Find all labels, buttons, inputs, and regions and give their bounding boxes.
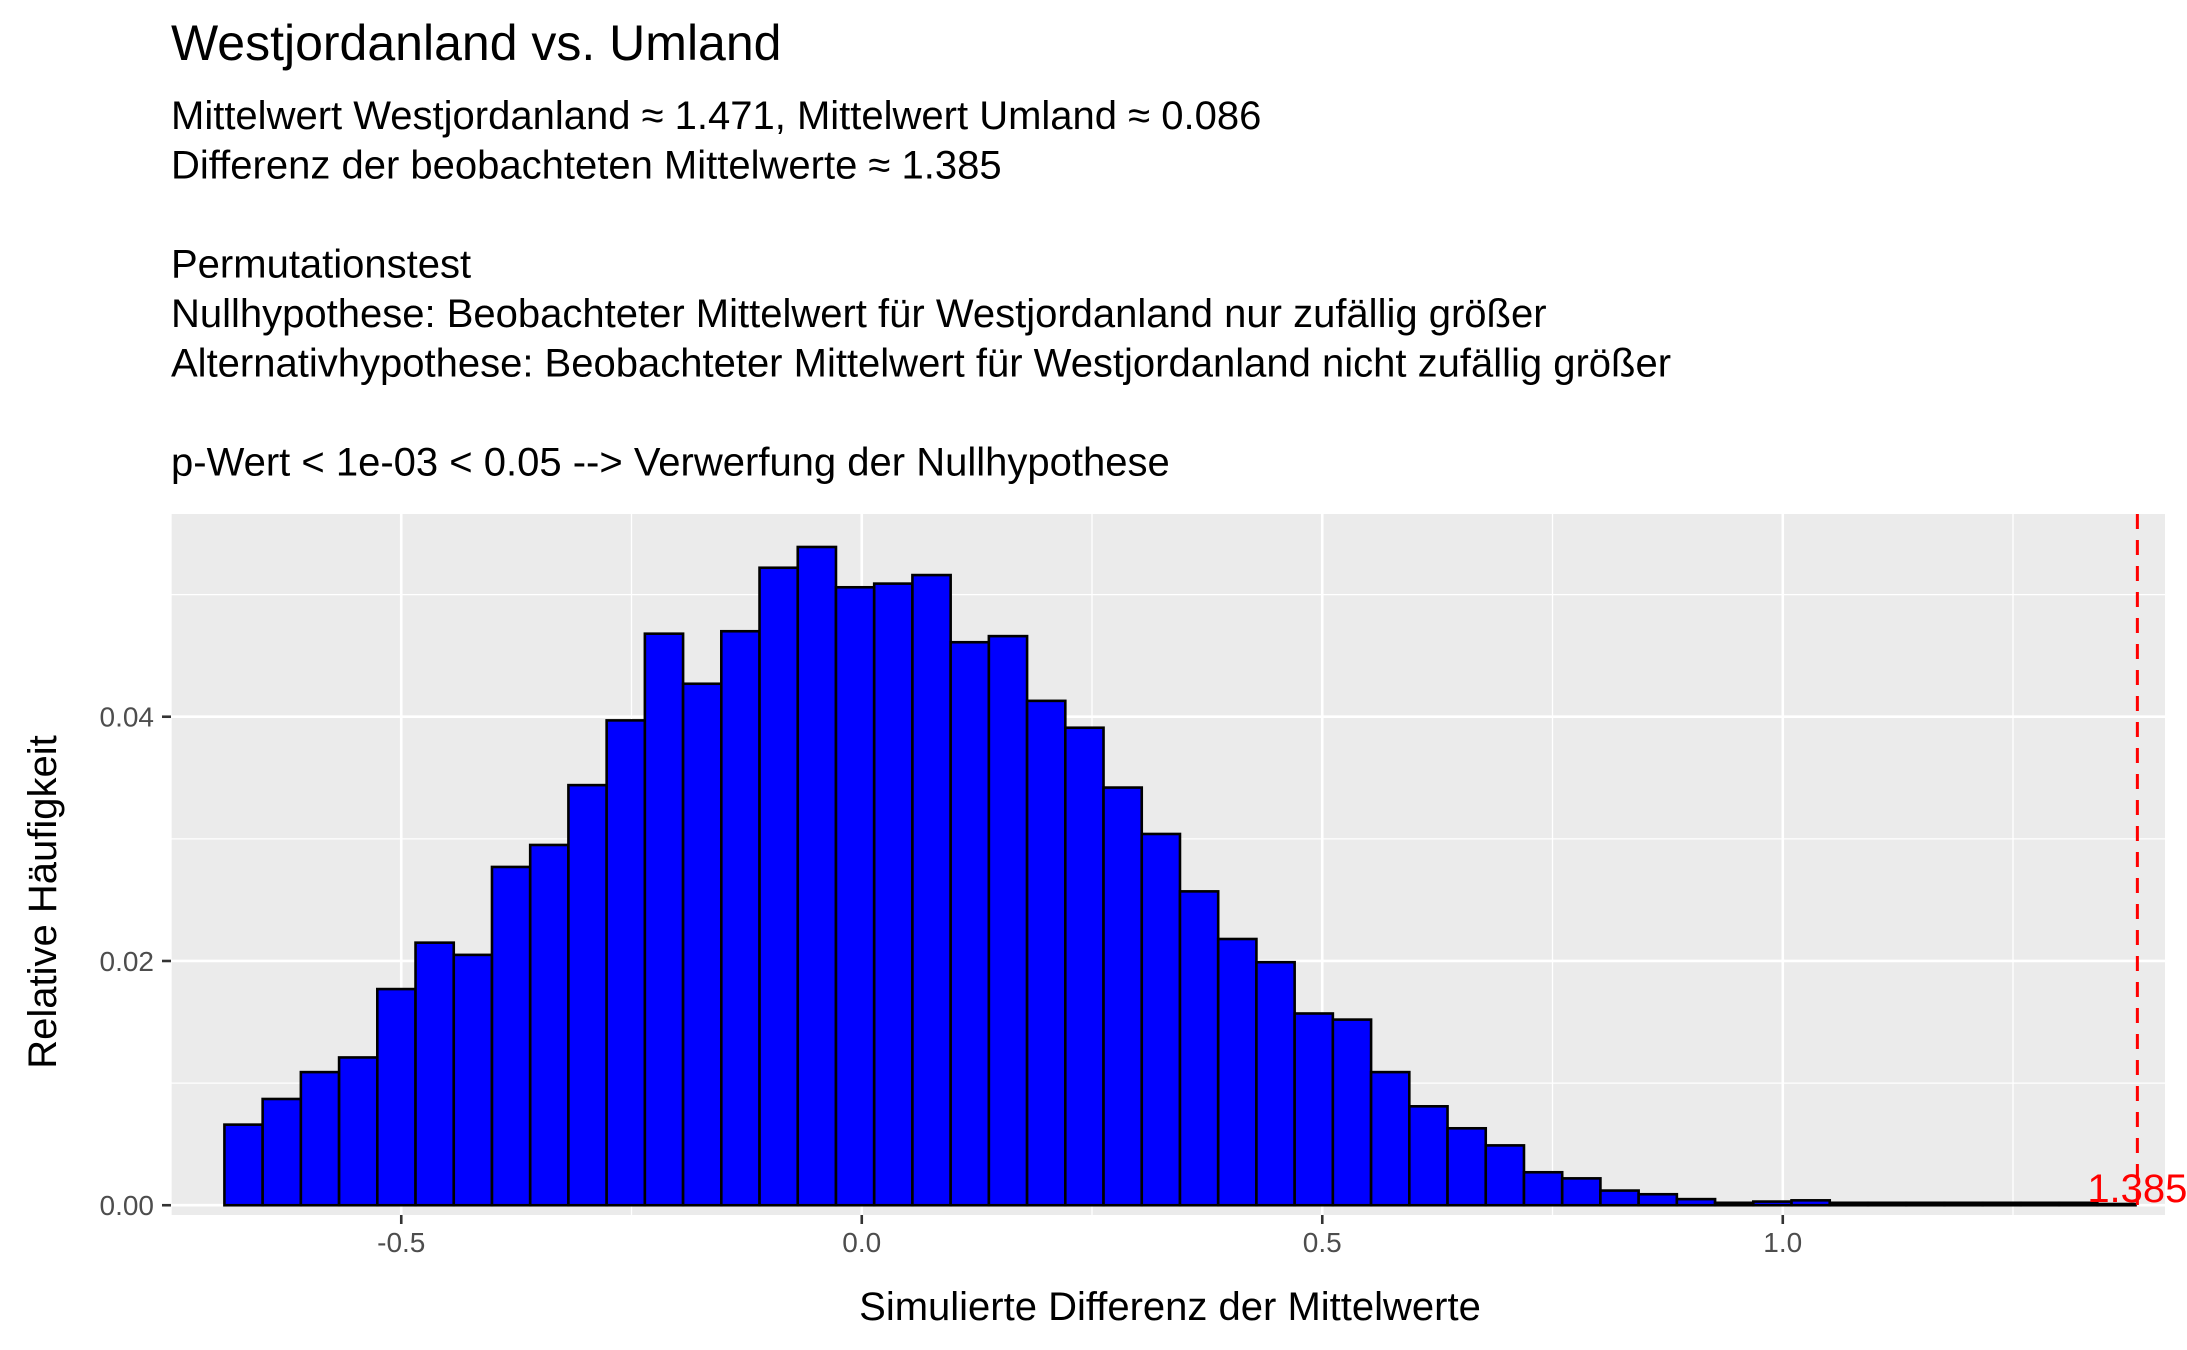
histogram-bar (261, 1097, 303, 1207)
histogram-bar (1599, 1189, 1640, 1207)
histogram-bar (834, 585, 876, 1207)
chart-title: Westjordanland vs. Umland (171, 15, 781, 71)
histogram-bar (2019, 1201, 2061, 1207)
histogram-bar (490, 865, 532, 1207)
histogram-bar (1331, 1018, 1373, 1207)
histogram-bar (1943, 1201, 1984, 1207)
histogram-bar (605, 719, 647, 1207)
histogram-bar (1484, 1144, 1526, 1207)
histogram-bar (376, 987, 417, 1207)
histogram-bar (299, 1070, 341, 1207)
histogram-bar (528, 843, 570, 1207)
histogram-bar (1216, 937, 1258, 1207)
histogram-bar (872, 582, 914, 1207)
histogram-bar (414, 941, 456, 1207)
histogram-bar (720, 629, 761, 1207)
histogram-bar (1064, 726, 1105, 1207)
histogram-bar (1828, 1201, 1870, 1207)
histogram-bar (452, 953, 494, 1207)
histogram-bar (1293, 1012, 1335, 1207)
x-tick-label: 0.0 (842, 1227, 881, 1258)
histogram-bar (1752, 1200, 1793, 1207)
reference-line-group: 1.385 (2087, 514, 2187, 1215)
chart-subtitle: Mittelwert Westjordanland ≈ 1.471, Mitte… (171, 94, 1671, 485)
histogram-bars (223, 545, 2137, 1207)
histogram-bar (1713, 1201, 1755, 1207)
subtitle-line: Differenz der beobachteten Mittelwerte ≈… (171, 144, 1002, 188)
subtitle-line: p-Wert < 1e-03 < 0.05 --> Verwerfung der… (171, 441, 1170, 485)
histogram-bar (1560, 1177, 1602, 1207)
histogram-bar (1522, 1170, 1564, 1207)
histogram-bar (2096, 1202, 2137, 1207)
subtitle-line: Nullhypothese: Beobachteter Mittelwert f… (171, 292, 1547, 336)
histogram-bar (911, 573, 952, 1207)
histogram-bar (1446, 1126, 1488, 1207)
histogram-bar (1369, 1070, 1411, 1207)
histogram-bar (1178, 890, 1220, 1207)
y-tick-label: 0.04 (100, 702, 155, 733)
histogram-bar (681, 682, 723, 1207)
subtitle-line: Mittelwert Westjordanland ≈ 1.471, Mitte… (171, 94, 1261, 138)
histogram-bar (1140, 832, 1182, 1207)
y-axis-title: Relative Häufigkeit (21, 735, 65, 1069)
y-tick-label: 0.00 (100, 1190, 155, 1221)
histogram-bar (1102, 786, 1144, 1207)
x-tick-label: 1.0 (1763, 1227, 1802, 1258)
x-tick-label: -0.5 (377, 1227, 425, 1258)
histogram-bar (758, 566, 800, 1207)
histogram-bar (643, 632, 685, 1207)
y-axis: 0.00 0.02 0.04 (100, 702, 171, 1221)
histogram-bar (1637, 1192, 1679, 1207)
histogram-bar (1408, 1105, 1449, 1207)
histogram-bar (567, 783, 608, 1207)
histogram-bar (1025, 699, 1067, 1207)
subtitle-line: Alternativhypothese: Beobachteter Mittel… (171, 342, 1671, 386)
histogram-bar (1981, 1201, 2023, 1207)
histogram-bar (987, 634, 1029, 1207)
y-tick-label: 0.02 (100, 946, 155, 977)
histogram-bar (1790, 1199, 1832, 1207)
x-axis: -0.5 0.0 0.5 1.0 (377, 1215, 1802, 1258)
x-tick-label: 0.5 (1303, 1227, 1342, 1258)
x-axis-title: Simulierte Differenz der Mittelwerte (859, 1285, 1481, 1329)
subtitle-line: Permutationstest (171, 243, 471, 287)
reference-line-label: 1.385 (2087, 1167, 2187, 1211)
histogram-bar (223, 1123, 264, 1207)
histogram-bar (1675, 1197, 1717, 1207)
histogram-bar (1866, 1201, 1908, 1207)
chart-header: Westjordanland vs. Umland Mittelwert Wes… (171, 15, 1671, 485)
histogram-bar (796, 545, 838, 1207)
histogram-bar (1904, 1201, 1946, 1207)
histogram-bar (337, 1056, 379, 1207)
histogram-bar (1255, 960, 1296, 1207)
histogram-bar (949, 640, 991, 1207)
